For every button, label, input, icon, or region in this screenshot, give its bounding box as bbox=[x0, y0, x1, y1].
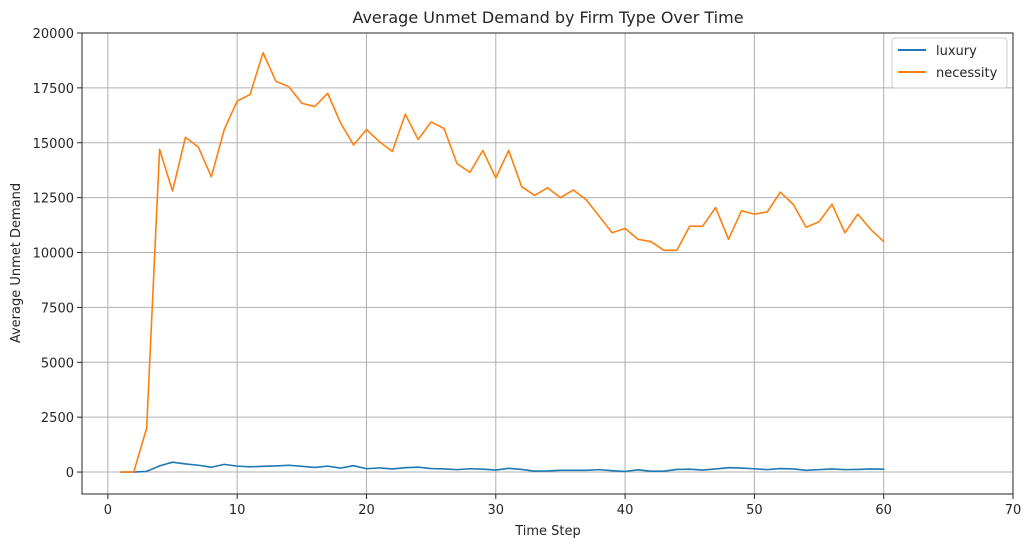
x-tick-label: 70 bbox=[1005, 503, 1022, 518]
plot-area-frame bbox=[81, 32, 1014, 495]
x-tick-label: 0 bbox=[104, 503, 112, 518]
chart-title: Average Unmet Demand by Firm Type Over T… bbox=[352, 8, 743, 27]
series-line-necessity bbox=[119, 51, 885, 473]
legend: luxury necessity bbox=[891, 37, 1008, 89]
y-tick-label: 12500 bbox=[33, 192, 74, 207]
y-tick-label: 15000 bbox=[33, 137, 74, 152]
x-tick-label: 50 bbox=[746, 503, 763, 518]
y-tick-label: 5000 bbox=[41, 356, 74, 371]
x-tick-label: 20 bbox=[358, 503, 375, 518]
series-lines bbox=[119, 51, 885, 473]
y-axis-label: Average Unmet Demand bbox=[9, 183, 24, 343]
x-tick-label: 60 bbox=[875, 503, 892, 518]
y-tick-label: 7500 bbox=[41, 301, 74, 316]
y-tick-label: 20000 bbox=[33, 27, 74, 42]
y-tick-label: 0 bbox=[66, 466, 74, 481]
legend-label-luxury: luxury bbox=[936, 44, 977, 59]
series-line-luxury bbox=[119, 461, 885, 473]
x-tick-label: 10 bbox=[229, 503, 246, 518]
y-tick-label: 10000 bbox=[33, 247, 74, 262]
legend-label-necessity: necessity bbox=[936, 66, 998, 81]
y-tick-label: 17500 bbox=[33, 82, 74, 97]
y-tick-label: 2500 bbox=[41, 411, 74, 426]
x-axis-label: Time Step bbox=[514, 524, 581, 539]
x-tick-label: 40 bbox=[617, 503, 634, 518]
x-tick-label: 30 bbox=[488, 503, 505, 518]
axis-ticks: 0 10 20 30 40 50 60 70 0 2500 5000 7500 10000 12500 15… bbox=[33, 27, 1022, 518]
